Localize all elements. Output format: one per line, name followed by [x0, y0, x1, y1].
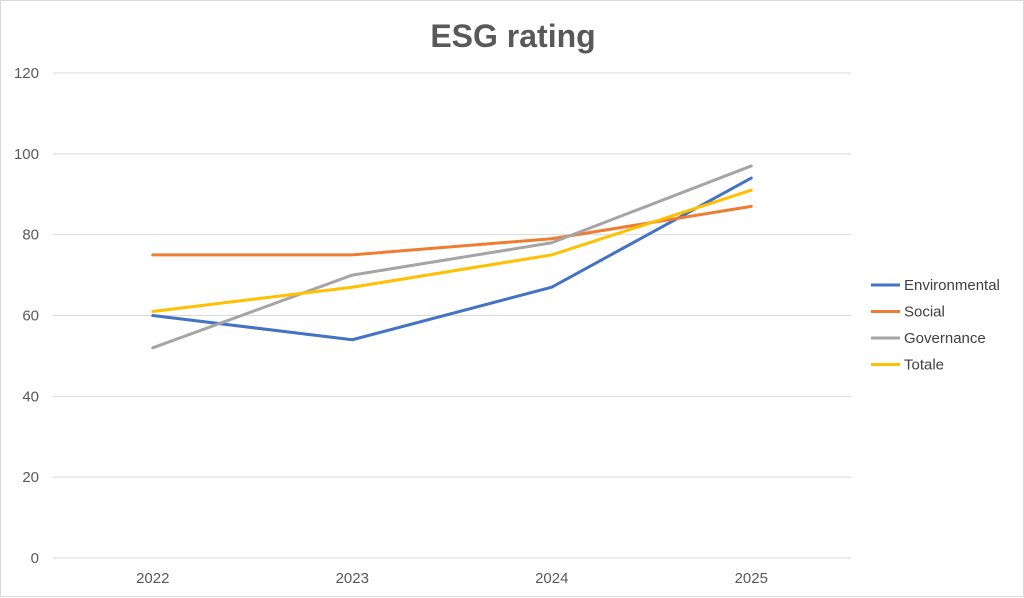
x-tick-label: 2022 — [136, 570, 169, 587]
x-axis-ticks: 2022 2023 2024 2025 — [136, 570, 768, 587]
y-tick-label: 0 — [31, 550, 39, 567]
chart-title: ESG rating — [430, 18, 595, 54]
legend: Environmental Social Governance Totale — [871, 277, 1000, 374]
legend-label: Totale — [904, 357, 944, 374]
x-tick-label: 2024 — [535, 570, 568, 587]
series-line-social — [151, 204, 753, 257]
y-tick-label: 40 — [22, 388, 39, 405]
legend-label: Environmental — [904, 277, 1000, 294]
y-tick-label: 120 — [14, 65, 39, 82]
series-line-totale — [151, 188, 753, 313]
y-tick-label: 20 — [22, 469, 39, 486]
series-lines — [151, 164, 753, 350]
legend-label: Governance — [904, 330, 986, 347]
y-tick-label: 60 — [22, 308, 39, 325]
series-line-governance — [151, 164, 753, 350]
y-tick-label: 100 — [14, 146, 39, 163]
legend-label: Social — [904, 304, 945, 321]
y-axis-ticks: 0 20 40 60 80 100 120 — [14, 65, 39, 567]
gridlines — [53, 72, 851, 559]
x-tick-label: 2023 — [336, 570, 369, 587]
y-tick-label: 80 — [22, 227, 39, 244]
x-tick-label: 2025 — [735, 570, 768, 587]
series-line-environmental — [151, 176, 753, 342]
